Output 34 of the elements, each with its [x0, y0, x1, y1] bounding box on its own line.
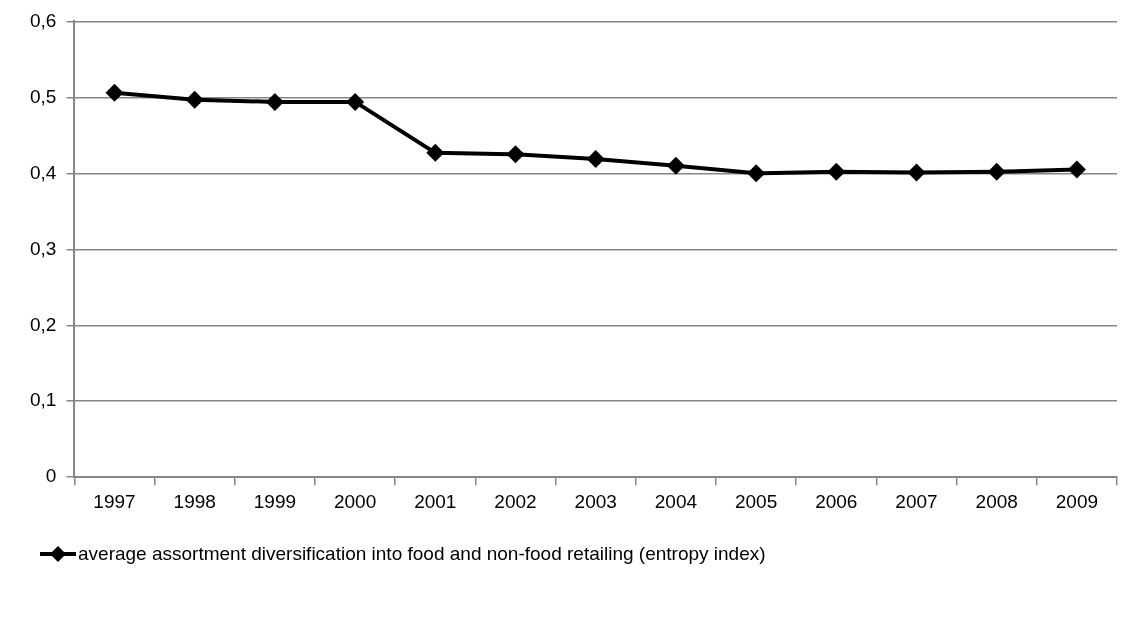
x-tick-label: 2000 — [333, 490, 377, 512]
point — [426, 143, 445, 162]
y-tick-label: 0,6 — [29, 9, 57, 31]
x-tick-label: 1998 — [173, 490, 216, 512]
y-tick-label: 0,3 — [29, 237, 57, 259]
x-tick-label: 2005 — [734, 490, 778, 512]
x-tick-label: 2009 — [1055, 490, 1099, 512]
point — [185, 90, 204, 109]
legend-label: average assortment diversification into food and non-food retailing (entropy index) — [78, 542, 766, 566]
y-tick-label: 0,5 — [29, 85, 57, 107]
point — [907, 163, 926, 182]
point — [827, 162, 846, 181]
point — [265, 92, 284, 111]
x-tick-label: 2006 — [815, 490, 858, 512]
x-tick-label: 2008 — [975, 490, 1018, 512]
point — [586, 149, 605, 168]
point — [105, 83, 124, 102]
point — [506, 145, 525, 164]
y-tick-label: 0,1 — [29, 389, 57, 411]
y-tick-label: 0,4 — [29, 161, 57, 183]
x-tick-label: 2004 — [654, 490, 698, 512]
point — [987, 162, 1006, 181]
x-tick-label: 2001 — [414, 490, 457, 512]
x-tick-label: 2007 — [895, 490, 938, 512]
point — [346, 92, 365, 111]
x-tick-label: 2002 — [494, 490, 537, 512]
point — [747, 164, 766, 183]
x-tick-label: 1999 — [253, 490, 297, 512]
point — [666, 156, 685, 175]
x-tick-label: 2003 — [574, 490, 617, 512]
y-tick-label: 0 — [45, 465, 57, 487]
point — [1067, 160, 1086, 179]
y-tick-label: 0,2 — [29, 313, 57, 335]
x-tick-label: 1997 — [93, 490, 136, 512]
